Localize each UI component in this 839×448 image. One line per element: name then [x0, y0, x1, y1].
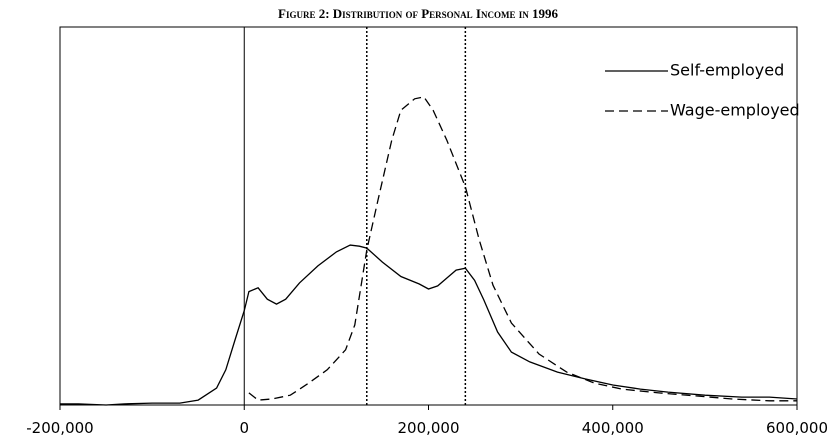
series-line [248, 96, 797, 402]
legend-label: Wage-employed [670, 101, 800, 120]
x-tick-label: 200,000 [397, 419, 459, 437]
x-tick-label: -200,000 [26, 419, 93, 437]
legend-label: Self-employed [670, 61, 784, 80]
chart-title: Figure 2: Distribution of Personal Incom… [278, 6, 558, 21]
plot-frame [59, 26, 798, 406]
x-tick-label: 400,000 [582, 419, 644, 437]
x-tick-label: 600,000 [766, 419, 828, 437]
series-line [60, 244, 798, 406]
x-tick-label: 0 [239, 419, 249, 437]
